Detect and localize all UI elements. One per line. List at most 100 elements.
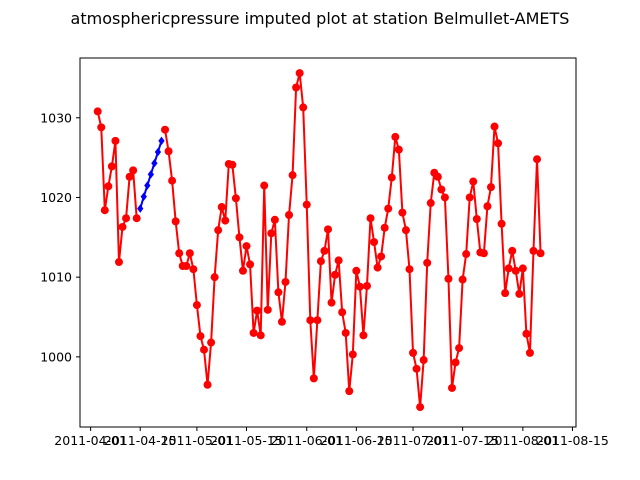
data-point <box>288 171 297 180</box>
data-point <box>380 223 389 232</box>
data-point <box>97 123 106 132</box>
data-point <box>231 194 240 203</box>
data-point <box>472 214 481 223</box>
data-point <box>200 345 208 354</box>
data-point <box>137 204 144 213</box>
data-point <box>508 246 517 255</box>
data-point <box>203 380 212 389</box>
data-point <box>100 206 109 215</box>
data-point <box>348 350 357 359</box>
data-point <box>525 348 534 357</box>
data-point <box>529 246 538 255</box>
data-point <box>377 252 386 261</box>
data-point <box>171 217 180 226</box>
data-point <box>518 264 527 273</box>
x-tick-label: 2011-07-15 <box>426 433 499 448</box>
data-point <box>267 229 276 238</box>
data-point <box>132 214 141 223</box>
data-point <box>129 166 138 175</box>
data-point <box>433 172 442 181</box>
data-point <box>401 226 410 235</box>
data-point <box>458 275 467 284</box>
data-point <box>140 192 147 201</box>
data-point <box>451 358 460 367</box>
data-point <box>147 170 155 179</box>
data-point <box>497 219 506 228</box>
data-point <box>331 270 340 279</box>
data-point <box>154 147 162 157</box>
series-group <box>137 136 165 213</box>
data-point <box>448 383 456 392</box>
data-point <box>504 264 513 273</box>
x-tick-label: 2011-06-15 <box>320 433 393 448</box>
data-point <box>242 242 251 251</box>
data-point <box>260 181 269 190</box>
y-tick-label: 1000 <box>40 349 72 364</box>
data-point <box>359 331 368 340</box>
data-point <box>164 147 173 156</box>
data-point <box>221 216 230 225</box>
data-point <box>192 301 201 310</box>
y-axis: 1000 1010 1020 1030 <box>40 110 80 364</box>
data-point <box>409 348 418 357</box>
data-point <box>111 136 120 145</box>
data-point <box>256 331 265 340</box>
data-point <box>479 249 488 258</box>
data-point <box>501 289 510 298</box>
data-point <box>437 185 446 194</box>
data-point <box>426 199 435 208</box>
data-point <box>324 225 332 234</box>
data-point <box>196 332 205 341</box>
data-point <box>394 145 403 154</box>
data-point <box>235 233 244 242</box>
data-point <box>249 328 258 337</box>
data-point <box>277 317 286 326</box>
data-point <box>270 215 279 224</box>
data-point <box>185 249 194 258</box>
data-point <box>387 173 396 182</box>
y-tick-label: 1010 <box>40 270 72 285</box>
x-tick-label: 2011-07-01 <box>377 433 450 448</box>
data-point <box>465 193 474 202</box>
data-point <box>423 258 432 267</box>
data-point <box>366 214 375 223</box>
data-point <box>384 204 393 213</box>
data-point <box>327 298 336 307</box>
data-point <box>362 281 371 290</box>
data-point <box>114 258 123 267</box>
data-point <box>217 203 226 212</box>
data-point <box>263 305 272 314</box>
data-point <box>345 387 354 396</box>
plot-frame <box>79 57 577 428</box>
x-axis: 2011-04-012011-04-152011-05-012011-05-15… <box>54 427 609 448</box>
data-point <box>313 316 322 325</box>
data-point <box>302 200 311 209</box>
data-point <box>93 107 102 116</box>
data-point <box>214 226 223 235</box>
data-point <box>334 256 343 265</box>
data-point <box>168 176 177 185</box>
data-point <box>341 328 350 337</box>
data-point <box>210 273 219 282</box>
data-point <box>228 160 237 169</box>
series-group <box>93 107 141 267</box>
y-tick-label: 1020 <box>40 190 72 205</box>
y-tick-label: 1030 <box>40 110 72 125</box>
data-point <box>494 139 503 148</box>
data-point <box>522 329 531 338</box>
data-point <box>104 182 113 191</box>
data-point <box>144 181 151 190</box>
data-point <box>253 306 262 315</box>
data-point <box>444 274 453 283</box>
data-point <box>533 155 542 164</box>
data-point <box>299 103 308 112</box>
data-point <box>309 374 318 383</box>
data-point <box>462 250 471 259</box>
data-point <box>107 162 116 171</box>
data-point <box>285 211 294 219</box>
data-point <box>469 177 478 186</box>
data-point <box>189 265 198 274</box>
data-point <box>440 193 449 202</box>
series-layer <box>93 69 545 412</box>
data-point <box>490 122 499 131</box>
